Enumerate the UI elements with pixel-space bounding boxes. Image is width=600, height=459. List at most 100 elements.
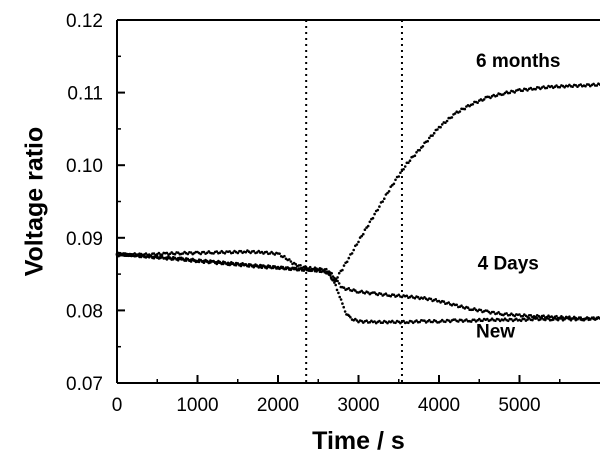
- data-point: [473, 318, 476, 322]
- data-point: [341, 268, 344, 272]
- data-point: [343, 310, 347, 313]
- axis-labels: 0.07 0.08 0.09 0.10 0.11 0.12 0 1000 2000 3000 400…: [66, 11, 541, 416]
- data-point: [381, 321, 385, 325]
- data-point: [342, 264, 346, 267]
- data-point: [215, 250, 219, 253]
- annotation-4-days: 4 Days: [478, 254, 539, 275]
- data-point: [495, 94, 499, 97]
- data-point: [466, 306, 470, 310]
- data-point: [337, 291, 340, 295]
- data-point: [444, 121, 447, 124]
- data-point: [434, 298, 438, 301]
- data-point: [521, 89, 524, 93]
- data-point: [415, 319, 418, 322]
- data-point: [363, 292, 367, 295]
- data-point: [407, 161, 410, 164]
- data-point: [360, 234, 364, 238]
- data-point: [173, 252, 177, 256]
- data-point: [165, 251, 169, 255]
- data-point: [394, 321, 397, 325]
- data-point: [584, 317, 587, 321]
- data-point: [428, 318, 431, 322]
- x-axis-title: Time / s: [312, 427, 405, 455]
- data-point: [373, 212, 376, 216]
- data-point: [489, 96, 492, 100]
- data-point: [236, 251, 240, 255]
- y-tick-label: 0.12: [66, 11, 103, 32]
- data-point: [310, 269, 314, 273]
- data-point: [336, 276, 339, 279]
- data-point: [465, 318, 468, 321]
- y-tick-label: 0.11: [67, 84, 103, 105]
- annotation-new: New: [476, 321, 515, 342]
- data-point: [505, 312, 508, 315]
- data-point: [349, 316, 352, 319]
- data-point: [576, 317, 579, 321]
- data-point: [431, 320, 434, 324]
- data-point: [362, 232, 365, 236]
- data-point: [391, 319, 394, 323]
- data-point: [289, 260, 293, 263]
- data-point: [445, 119, 449, 123]
- data-point: [379, 292, 383, 296]
- data-point: [515, 317, 518, 321]
- data-point: [265, 250, 269, 254]
- data-point: [305, 267, 309, 271]
- data-point: [506, 319, 510, 323]
- data-point: [152, 252, 156, 255]
- data-point: [357, 320, 360, 324]
- data-point: [447, 301, 451, 304]
- data-point: [531, 318, 534, 322]
- y-tick-label: 0.10: [66, 156, 103, 177]
- data-point: [297, 268, 301, 272]
- data-point: [118, 251, 122, 255]
- data-point: [542, 314, 545, 318]
- data-point: [436, 128, 439, 131]
- data-point: [283, 254, 286, 258]
- data-point: [469, 320, 473, 323]
- data-point: [160, 253, 164, 256]
- x-tick-label: 3000: [337, 395, 379, 416]
- data-point: [402, 319, 405, 323]
- data-point: [405, 294, 409, 298]
- data-point: [482, 98, 486, 101]
- data-point: [333, 281, 336, 284]
- data-point: [556, 318, 560, 322]
- data-point: [342, 286, 346, 290]
- data-point: [330, 272, 334, 275]
- data-point: [323, 268, 327, 272]
- data-point: [378, 205, 381, 208]
- data-point: [558, 85, 562, 89]
- data-point: [471, 103, 475, 106]
- data-point: [181, 257, 185, 261]
- data-point: [439, 125, 442, 129]
- data-point: [413, 154, 417, 157]
- data-point: [294, 262, 298, 266]
- data-point: [518, 313, 521, 316]
- data-point: [463, 107, 467, 111]
- data-point: [300, 267, 304, 271]
- data-point: [513, 91, 516, 94]
- y-tick-label: 0.09: [66, 229, 103, 250]
- data-point: [127, 254, 130, 258]
- data-point: [408, 159, 412, 162]
- data-point: [239, 249, 243, 253]
- data-point: [357, 240, 360, 244]
- axes: [116, 19, 600, 384]
- data-point: [457, 320, 460, 323]
- data-point: [260, 266, 264, 270]
- data-point: [376, 293, 380, 297]
- data-point: [397, 175, 401, 178]
- data-point: [440, 123, 444, 126]
- data-point: [579, 83, 582, 86]
- data-point: [563, 317, 566, 320]
- data-point: [334, 277, 338, 281]
- data-point: [455, 303, 459, 307]
- data-point: [429, 297, 433, 301]
- data-point: [492, 310, 496, 314]
- data-point: [342, 305, 346, 309]
- data-point: [366, 291, 370, 294]
- data-point: [568, 315, 571, 319]
- data-point: [313, 268, 317, 272]
- data-point: [176, 259, 180, 262]
